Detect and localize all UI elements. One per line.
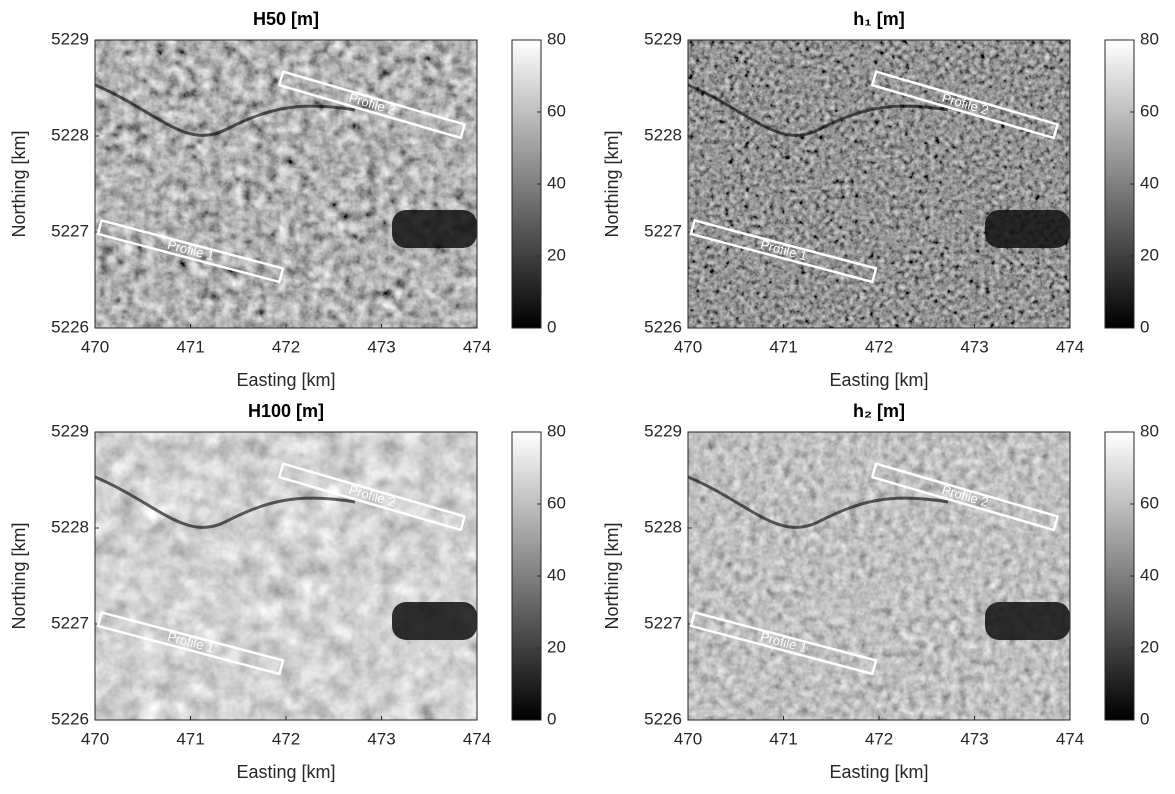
colorbar-tick-label: 20 [547, 637, 566, 656]
colorbar-tick-label: 20 [1140, 637, 1159, 656]
x-tick-label: 473 [367, 337, 395, 356]
colorbar-tick-label: 60 [1140, 101, 1159, 120]
x-tick-label: 473 [367, 729, 395, 748]
y-tick-label: 5228 [644, 517, 682, 536]
y-tick-label: 5229 [51, 29, 89, 48]
colorbar-tick-label: 40 [1140, 565, 1159, 584]
colorbar-tick-label: 40 [547, 173, 566, 192]
colorbar [512, 432, 541, 720]
figure: H50 [m] Easting [km] Northing [km] 470 471 47… [0, 0, 1175, 794]
x-tick-label: 470 [674, 729, 702, 748]
y-axis-label: Northing [km] [9, 522, 29, 629]
raster-image [688, 40, 1070, 328]
x-tick-label: 471 [176, 729, 204, 748]
colorbar-tick-label: 0 [1140, 709, 1149, 728]
x-tick-label: 474 [1056, 337, 1084, 356]
y-tick-label: 5226 [51, 709, 89, 728]
colorbar [1105, 40, 1134, 328]
colorbar-tick-label: 60 [547, 101, 566, 120]
x-axis-label: Easting [km] [236, 370, 335, 390]
y-axis-label: Northing [km] [602, 522, 622, 629]
colorbar-tick-label: 80 [1140, 421, 1159, 440]
colorbar-tick-label: 80 [1140, 29, 1159, 48]
x-tick-label: 474 [1056, 729, 1084, 748]
colorbar-tick-label: 60 [1140, 493, 1159, 512]
x-tick-label: 471 [769, 729, 797, 748]
y-tick-label: 5227 [644, 613, 682, 632]
raster-image [688, 432, 1070, 720]
colorbar [1105, 432, 1134, 720]
colorbar-tick-label: 60 [547, 493, 566, 512]
plot-title: h₁ [m] [853, 9, 904, 29]
plot-title: h₂ [m] [853, 401, 905, 421]
y-tick-label: 5226 [644, 317, 682, 336]
colorbar-tick-label: 40 [547, 565, 566, 584]
colorbar-tick-label: 0 [547, 317, 556, 336]
x-axis-label: Easting [km] [829, 370, 928, 390]
y-tick-label: 5226 [644, 709, 682, 728]
y-tick-label: 5226 [51, 317, 89, 336]
y-tick-label: 5228 [51, 125, 89, 144]
colorbar-tick-label: 0 [547, 709, 556, 728]
colorbar [512, 40, 541, 328]
x-tick-label: 473 [960, 729, 988, 748]
x-axis-label: Easting [km] [236, 762, 335, 782]
colorbar-tick-label: 80 [547, 421, 566, 440]
y-tick-label: 5229 [644, 421, 682, 440]
y-axis-label: Northing [km] [602, 130, 622, 237]
y-tick-label: 5228 [644, 125, 682, 144]
x-tick-label: 473 [960, 337, 988, 356]
x-tick-label: 472 [272, 729, 300, 748]
colorbar-tick-label: 20 [547, 245, 566, 264]
y-tick-label: 5229 [644, 29, 682, 48]
colorbar-tick-label: 20 [1140, 245, 1159, 264]
lake [392, 602, 477, 640]
plot-title: H50 [m] [253, 9, 319, 29]
colorbar-tick-label: 40 [1140, 173, 1159, 192]
y-tick-label: 5228 [51, 517, 89, 536]
x-tick-label: 472 [272, 337, 300, 356]
x-tick-label: 474 [463, 729, 491, 748]
lake [985, 210, 1070, 248]
x-tick-label: 474 [463, 337, 491, 356]
x-tick-label: 471 [769, 337, 797, 356]
raster-image [95, 40, 477, 328]
x-tick-label: 470 [81, 337, 109, 356]
lake [985, 602, 1070, 640]
colorbar-tick-label: 0 [1140, 317, 1149, 336]
x-tick-label: 472 [865, 337, 893, 356]
plot-title: H100 [m] [248, 401, 324, 421]
lake [392, 210, 477, 248]
colorbar-tick-label: 80 [547, 29, 566, 48]
y-tick-label: 5227 [51, 613, 89, 632]
x-tick-label: 472 [865, 729, 893, 748]
y-tick-label: 5227 [644, 221, 682, 240]
x-tick-label: 470 [674, 337, 702, 356]
y-tick-label: 5229 [51, 421, 89, 440]
x-axis-label: Easting [km] [829, 762, 928, 782]
y-axis-label: Northing [km] [9, 130, 29, 237]
raster-image [95, 432, 477, 720]
x-tick-label: 470 [81, 729, 109, 748]
y-tick-label: 5227 [51, 221, 89, 240]
x-tick-label: 471 [176, 337, 204, 356]
